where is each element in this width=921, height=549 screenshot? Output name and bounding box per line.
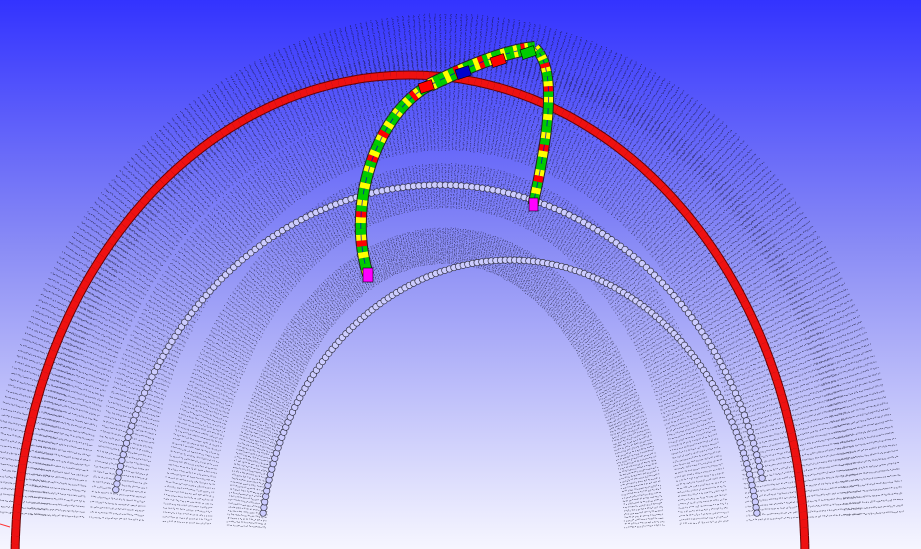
inner-bead-rings (112, 181, 766, 517)
strip-block (454, 65, 472, 80)
axis-marker (0, 523, 11, 528)
deformed-strip (354, 41, 555, 283)
outer-tread-ring (10, 70, 810, 549)
strip-left-foot (362, 267, 374, 283)
strip-block (519, 45, 537, 60)
inner-ring-right (259, 256, 761, 517)
strip-block (489, 53, 507, 68)
strip-right-foot (528, 197, 539, 212)
strip-block (417, 79, 435, 94)
inner-ring-left (112, 181, 766, 494)
